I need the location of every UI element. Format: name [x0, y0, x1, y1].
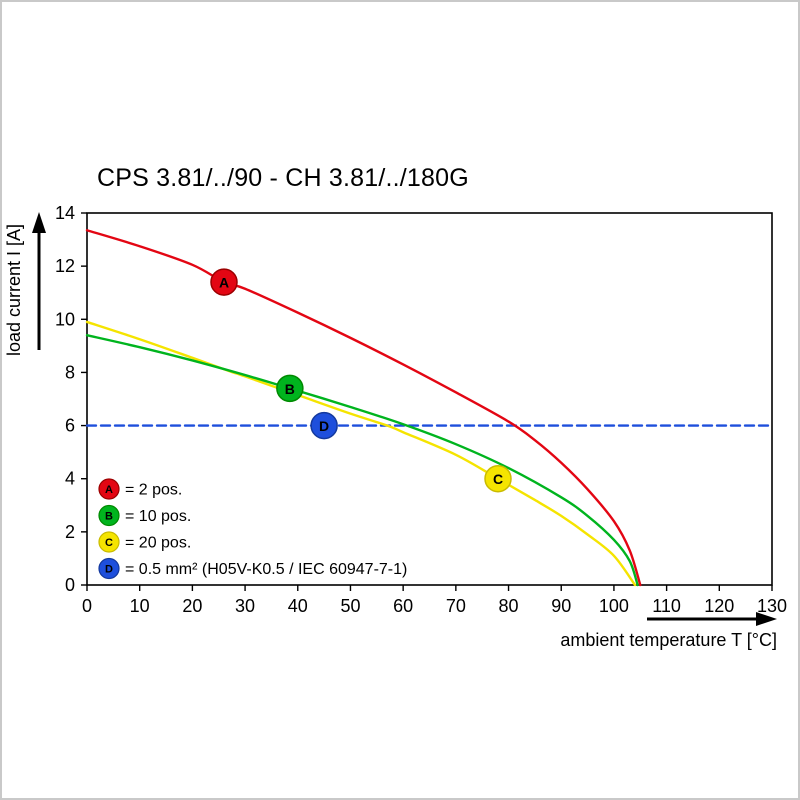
x-tick-label: 20 — [182, 596, 202, 616]
legend-item-C: C = 20 pos. — [98, 531, 191, 553]
legend-marker-C — [98, 531, 120, 553]
y-tick-label: 0 — [65, 575, 75, 595]
legend-marker-A — [98, 478, 120, 500]
y-tick-label: 14 — [55, 203, 75, 223]
x-tick-label: 120 — [704, 596, 734, 616]
y-tick-label: 10 — [55, 309, 75, 329]
y-tick-label: 2 — [65, 522, 75, 542]
marker-letter: C — [493, 471, 503, 487]
y-axis-label: load current I [A] — [4, 224, 24, 356]
curve-B — [85, 334, 639, 587]
legend-label-D: = 0.5 mm² (H05V-K0.5 / IEC 60947-7-1) — [125, 561, 407, 578]
legend-item-A: A = 2 pos. — [98, 478, 182, 500]
legend-label-B: = 10 pos. — [125, 508, 191, 525]
y-tick-label: 8 — [65, 362, 75, 382]
legend-marker-letter: A — [105, 484, 113, 496]
marker-A: A — [210, 268, 238, 296]
legend-marker-letter: D — [105, 564, 113, 576]
x-axis-arrowhead — [756, 612, 777, 626]
marker-D: D — [310, 411, 338, 440]
legend-label-C: = 20 pos. — [125, 535, 191, 552]
plot-frame — [86, 212, 773, 586]
x-tick-label: 130 — [757, 596, 787, 616]
legend-marker-D — [98, 557, 120, 580]
y-tick-label: 12 — [55, 256, 75, 276]
legend-label-A: = 2 pos. — [125, 482, 182, 499]
x-tick-label: 60 — [393, 596, 413, 616]
marker-B: B — [276, 374, 304, 403]
legend-marker-letter: B — [105, 511, 113, 523]
x-tick-label: 50 — [340, 596, 360, 616]
x-tick-label: 110 — [652, 596, 681, 616]
x-tick-label: 10 — [130, 596, 150, 616]
x-tick-label: 40 — [288, 596, 308, 616]
marker-C: C — [484, 464, 512, 493]
legend-marker-B — [98, 504, 120, 527]
y-tick-label: 6 — [65, 416, 75, 436]
legend-item-D: D = 0.5 mm² (H05V-K0.5 / IEC 60947-7-1) — [98, 557, 407, 580]
x-tick-label: 100 — [599, 596, 629, 616]
legend-marker-letter: C — [105, 537, 113, 549]
marker-letter: D — [319, 418, 329, 434]
y-tick-label: 4 — [65, 469, 75, 489]
x-tick-label: 90 — [551, 596, 571, 616]
y-axis-arrowhead — [32, 212, 46, 233]
legend-item-B: B = 10 pos. — [98, 504, 191, 527]
x-tick-label: 70 — [446, 596, 466, 616]
marker-letter: B — [285, 381, 295, 397]
x-tick-label: 0 — [82, 596, 92, 616]
x-axis-label: ambient temperature T [°C] — [560, 630, 777, 650]
x-tick-label: 30 — [235, 596, 255, 616]
chart-title: CPS 3.81/../90 - CH 3.81/../180G — [97, 164, 469, 192]
curve-A — [85, 229, 642, 587]
marker-letter: A — [219, 275, 229, 291]
x-tick-label: 80 — [499, 596, 519, 616]
